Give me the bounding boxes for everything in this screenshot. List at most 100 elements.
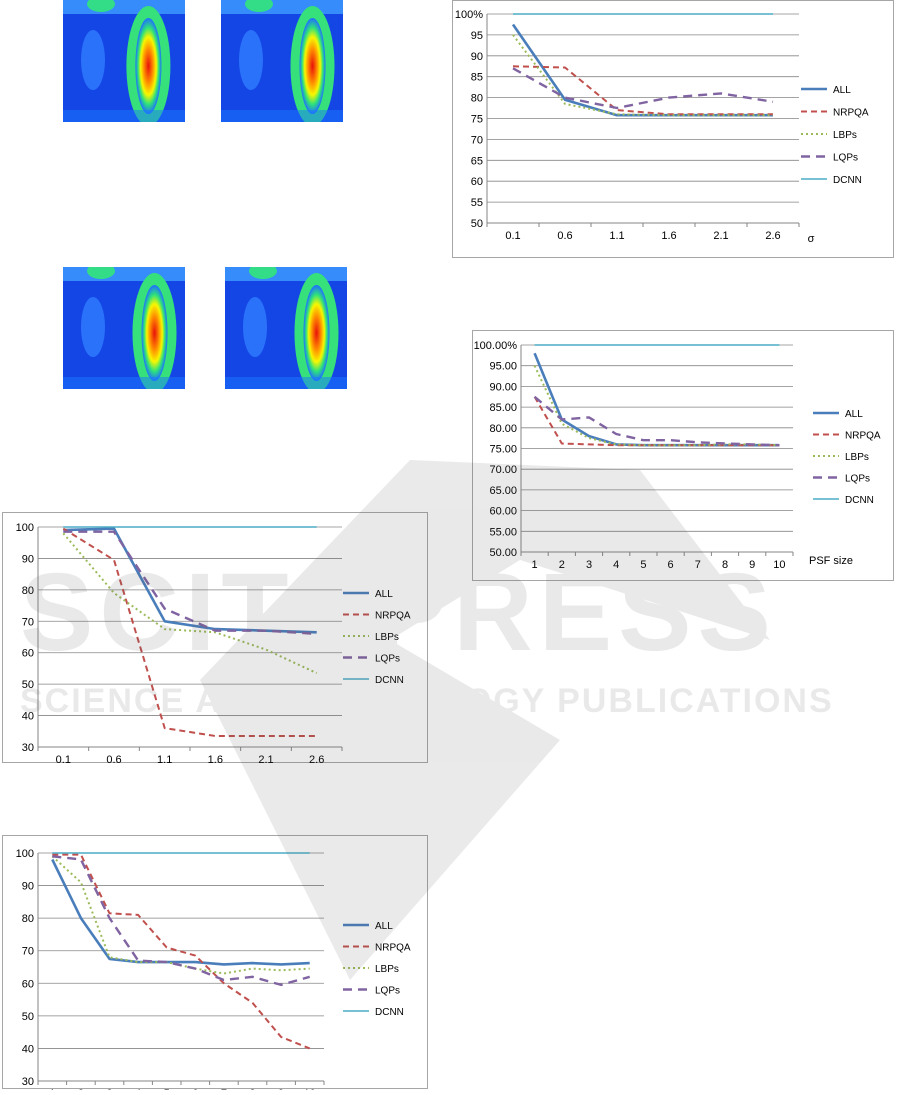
heatmap-hotspot bbox=[135, 18, 162, 114]
y-tick-label: 100 bbox=[16, 848, 34, 860]
y-tick-label: 95 bbox=[471, 30, 483, 42]
y-tick-label: 50 bbox=[22, 679, 34, 691]
legend-label-all: ALL bbox=[833, 85, 851, 96]
legend-label-dcnn: DCNN bbox=[833, 175, 862, 186]
series-line-lqps bbox=[533, 395, 780, 447]
x-tick-label: 1.1 bbox=[157, 754, 172, 764]
legend-label-lqps: LQPs bbox=[375, 986, 400, 997]
x-tick-label: 2 bbox=[559, 559, 565, 571]
y-tick-label: 30 bbox=[22, 742, 34, 754]
heatmap-blob bbox=[239, 30, 263, 90]
legend-label-dcnn: DCNN bbox=[845, 495, 874, 506]
y-tick-label: 50.00 bbox=[489, 547, 517, 559]
x-tick-label: 1 bbox=[532, 559, 538, 571]
heatmap-blob bbox=[249, 267, 277, 279]
y-tick-label: 100 bbox=[16, 522, 34, 534]
heatmap-bottom-right bbox=[225, 267, 347, 389]
series-line-all bbox=[51, 858, 310, 966]
legend-label-nrpqa: NRPQA bbox=[375, 611, 411, 622]
x-tick-label: 1.6 bbox=[661, 230, 676, 242]
legend-label-lqps: LQPs bbox=[845, 474, 870, 485]
x-tick-label: 7 bbox=[221, 1088, 227, 1090]
heatmap-top-band bbox=[63, 267, 185, 281]
x-tick-label: 3 bbox=[586, 559, 592, 571]
x-tick-label: 6 bbox=[668, 559, 674, 571]
heatmap-blob bbox=[87, 0, 115, 12]
x-tick-label: 0.6 bbox=[557, 230, 572, 242]
x-tick-label: 1.6 bbox=[208, 754, 223, 764]
legend-label-nrpqa: NRPQA bbox=[375, 943, 411, 954]
heatmap-bottom-band bbox=[63, 110, 185, 122]
heatmap-top-band bbox=[225, 267, 347, 281]
legend-label-all: ALL bbox=[375, 921, 393, 932]
x-tick-label: 8 bbox=[249, 1088, 255, 1090]
x-axis-title: PSF size bbox=[809, 555, 853, 567]
heatmap-blob bbox=[243, 297, 267, 357]
y-tick-label: 90.00 bbox=[489, 381, 517, 393]
y-tick-label: 65 bbox=[471, 155, 483, 167]
series-line-lqps bbox=[52, 855, 311, 987]
heatmap-top-right bbox=[221, 0, 343, 122]
y-tick-label: 70 bbox=[22, 946, 34, 958]
chart-panel-right-psf: 50.00 55.00 60.00 65.00 70.00 75.00 80.00 85.00… bbox=[472, 330, 894, 581]
x-tick-label: 10 bbox=[773, 559, 785, 571]
y-tick-label: 60 bbox=[22, 978, 34, 990]
heatmap-hotspot bbox=[299, 18, 326, 114]
heatmap-blob bbox=[87, 267, 115, 279]
y-tick-label: 80 bbox=[471, 93, 483, 105]
series-line-all bbox=[533, 352, 780, 447]
y-tick-label: 85.00 bbox=[489, 402, 517, 414]
chart-panel-left-psf: 30 40 50 60 70 80 90 100 1 2 3 4 5 6 7 8 9 10 ALL NRPQA LBPs… bbox=[2, 835, 428, 1095]
series-line-all bbox=[63, 527, 317, 634]
chart-panel-right-sigma: 50 55 60 65 70 75 80 85 90 95 100% 0.1 0.6 1.1 1.6 2.1 2… bbox=[452, 0, 894, 258]
heatmap-blob bbox=[81, 297, 105, 357]
line-chart-left-psf: 30 40 50 60 70 80 90 100 1 2 3 4 5 6 7 8 9 10 ALL NRPQA LBPs… bbox=[16, 848, 411, 1095]
y-tick-label: 75.00 bbox=[489, 444, 517, 456]
heatmap-top-band bbox=[221, 0, 343, 14]
x-axis-title: σ bbox=[808, 233, 815, 245]
y-tick-label: 70 bbox=[471, 134, 483, 146]
x-tick-label: 10 bbox=[304, 1088, 316, 1090]
x-tick-label: 0.6 bbox=[106, 754, 121, 764]
legend-label-dcnn: DCNN bbox=[375, 1007, 404, 1018]
legend-label-lbps: LBPs bbox=[845, 452, 869, 463]
heatmap-top-band bbox=[63, 0, 185, 14]
heatmap-bottom-band bbox=[63, 377, 185, 389]
y-tick-label: 75 bbox=[471, 114, 483, 126]
y-tick-label: 70 bbox=[22, 616, 34, 628]
heatmap-blob bbox=[245, 0, 273, 12]
line-chart-right-sigma: 50 55 60 65 70 75 80 85 90 95 100% 0.1 0.6 1.1 1.6 2.1 2… bbox=[455, 9, 869, 245]
series-line-lbps bbox=[512, 34, 773, 117]
heatmap-top-left bbox=[63, 0, 185, 122]
legend-label-all: ALL bbox=[375, 589, 393, 600]
y-tick-label: 70.00 bbox=[489, 464, 517, 476]
y-tick-label: 60 bbox=[471, 176, 483, 188]
x-tick-label: 7 bbox=[695, 559, 701, 571]
y-tick-label: 90 bbox=[22, 553, 34, 565]
series-line-nrpqa bbox=[512, 65, 773, 116]
x-tick-label: 6 bbox=[192, 1088, 198, 1090]
legend-label-lqps: LQPs bbox=[833, 153, 858, 164]
y-tick-label: 55 bbox=[471, 197, 483, 209]
series-line-lqps bbox=[63, 530, 317, 636]
x-tick-label: 1.1 bbox=[609, 230, 624, 242]
heatmap-bottom-left bbox=[63, 267, 185, 389]
y-tick-label: 55.00 bbox=[489, 526, 517, 538]
heatmap-bottom-band bbox=[221, 110, 343, 122]
x-tick-label: 0.1 bbox=[505, 230, 520, 242]
series-line-nrpqa bbox=[52, 853, 311, 1050]
y-tick-label: 65.00 bbox=[489, 485, 517, 497]
y-tick-label: 90 bbox=[22, 881, 34, 893]
heatmap-bottom-band bbox=[225, 377, 347, 389]
x-tick-label: 2 bbox=[78, 1088, 84, 1090]
legend-label-lbps: LBPs bbox=[375, 632, 399, 643]
y-tick-label: 50 bbox=[471, 218, 483, 230]
y-tick-label: 30 bbox=[22, 1076, 34, 1088]
y-tick-label: 100% bbox=[455, 9, 483, 21]
x-tick-label: 9 bbox=[749, 559, 755, 571]
x-tick-label: 4 bbox=[135, 1088, 141, 1090]
y-tick-label: 95.00 bbox=[489, 361, 517, 373]
line-chart-left-sigma: 30 40 50 60 70 80 90 100 0.1 0.6 1.1 1.6 2.1 2.6 ALL NR… bbox=[16, 522, 411, 766]
series-line-lqps bbox=[512, 67, 774, 110]
legend-label-nrpqa: NRPQA bbox=[833, 108, 869, 119]
